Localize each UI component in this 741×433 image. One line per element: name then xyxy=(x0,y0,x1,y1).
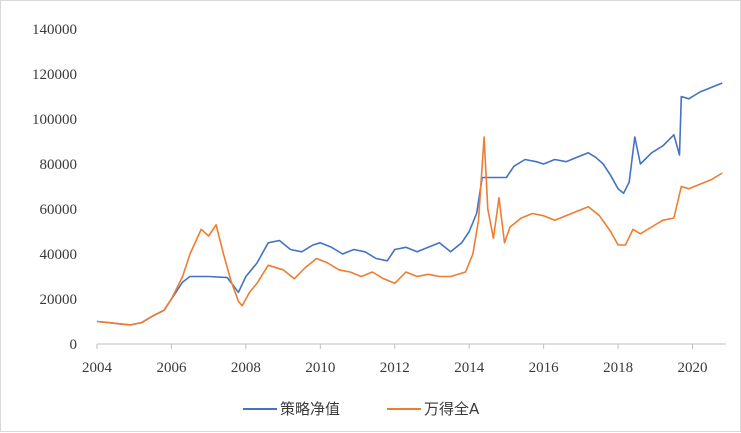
legend-label-2: 万得全A xyxy=(424,400,480,418)
y-tick-label: 40000 xyxy=(40,247,78,263)
x-tick-label: 2012 xyxy=(380,360,410,376)
y-tick-label: 140000 xyxy=(32,22,77,38)
series-line-1 xyxy=(96,82,723,326)
legend: 策略净值 万得全A xyxy=(243,400,480,418)
y-tick-label: 100000 xyxy=(32,112,77,128)
x-tick-label: 2020 xyxy=(678,360,708,376)
x-tick-label: 2008 xyxy=(231,360,261,376)
x-tick-label: 2014 xyxy=(454,360,485,376)
y-tick-label: 0 xyxy=(70,337,78,353)
y-tick-label: 60000 xyxy=(40,202,78,218)
y-tick-label: 120000 xyxy=(32,67,77,83)
series-line-2 xyxy=(96,136,723,326)
y-tick-label: 80000 xyxy=(40,157,78,173)
x-tick-label: 2018 xyxy=(603,360,633,376)
series-lines xyxy=(96,82,723,326)
x-tick-label: 2006 xyxy=(156,360,187,376)
x-tick-label: 2004 xyxy=(82,360,113,376)
x-tick-label: 2016 xyxy=(529,360,560,376)
legend-label-1: 策略净值 xyxy=(280,400,340,418)
x-axis-tick-marks xyxy=(96,344,694,349)
x-tick-label: 2010 xyxy=(305,360,335,376)
y-tick-label: 20000 xyxy=(40,292,78,308)
x-axis-tick-labels: 2004 2006 2008 2010 2012 2014 2016 2018 2020 xyxy=(82,360,708,376)
y-axis-tick-labels: 0 20000 40000 60000 80000 100000 120000 140000 xyxy=(32,22,77,353)
